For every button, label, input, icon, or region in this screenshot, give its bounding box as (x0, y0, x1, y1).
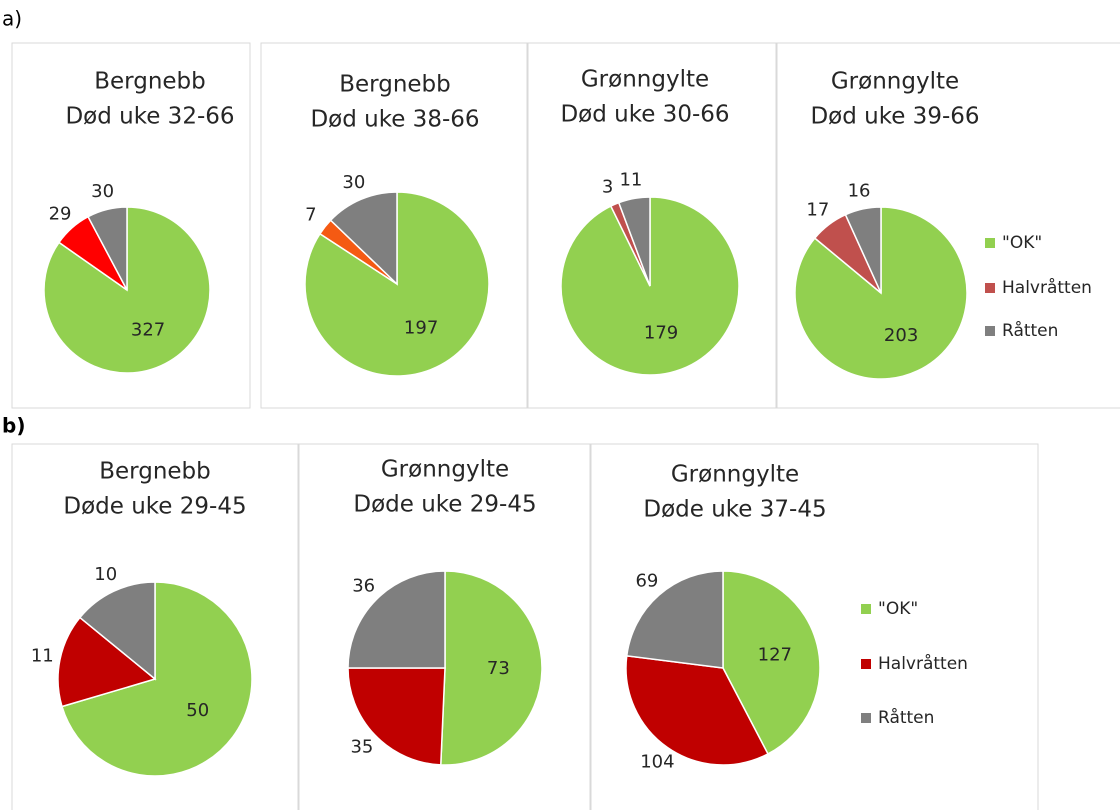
panel-label: b) (2, 414, 25, 438)
legend-label: "OK" (1002, 233, 1042, 253)
pie-slice (625, 655, 769, 766)
legend-label: Halvråtten (1002, 277, 1092, 298)
data-label: 3 (602, 177, 613, 198)
data-label: 30 (342, 172, 365, 193)
data-label: 69 (635, 571, 658, 592)
data-label: 16 (848, 180, 871, 201)
data-label: 11 (31, 645, 54, 666)
chart-title: Død uke 39-66 (810, 104, 979, 130)
legend-swatch (861, 713, 871, 723)
pie-slice (844, 206, 882, 294)
data-label: 29 (49, 203, 72, 224)
pie-slice (794, 206, 968, 380)
data-label: 36 (352, 576, 375, 597)
data-label: 73 (487, 658, 510, 679)
pie-slice (625, 570, 724, 669)
legend-label: Halvråtten (878, 653, 968, 674)
data-label: 327 (131, 319, 165, 340)
legend-label: Råtten (878, 707, 934, 728)
chart-title: Døde uke 29-45 (353, 492, 536, 518)
chart-title: Død uke 38-66 (310, 107, 479, 133)
pie-slice (78, 581, 156, 681)
chart-title: Grønngylte (381, 457, 509, 483)
data-label: 11 (619, 170, 642, 191)
chart-title: Bergnebb (339, 72, 451, 98)
data-label: 30 (91, 181, 114, 202)
panel-label: a) (2, 7, 22, 31)
pie-slice (439, 570, 543, 766)
legend-swatch (985, 283, 995, 293)
chart-title: Grønngylte (831, 69, 959, 95)
legend-swatch (861, 659, 871, 669)
legend-swatch (861, 604, 871, 614)
chart-title: Døde uke 37-45 (643, 497, 826, 523)
legend-swatch (985, 238, 995, 248)
chart-title: Grønngylte (581, 67, 709, 93)
pie-slice (329, 191, 398, 286)
chart-title: Grønngylte (671, 462, 799, 488)
legend-swatch (985, 326, 995, 336)
pie-slice (347, 570, 446, 669)
chart-title: Bergnebb (99, 459, 211, 485)
pie-slice (61, 581, 253, 777)
pie-slice (87, 206, 128, 291)
data-label: 10 (94, 564, 117, 585)
data-label: 17 (806, 199, 829, 220)
data-label: 197 (404, 317, 438, 338)
data-label: 50 (186, 700, 209, 721)
pie-slice (57, 616, 157, 708)
legend-label: Råtten (1002, 320, 1058, 341)
data-label: 7 (305, 205, 316, 226)
chart-title: Død uke 32-66 (65, 104, 234, 130)
chart-title: Død uke 30-66 (560, 102, 729, 128)
data-label: 179 (644, 323, 678, 344)
data-label: 35 (350, 737, 373, 758)
pie-slice (722, 570, 821, 755)
chart-title: Døde uke 29-45 (63, 494, 246, 520)
legend-label: "OK" (878, 599, 918, 619)
data-label: 104 (640, 751, 674, 772)
pie-slice (347, 667, 446, 766)
data-label: 127 (758, 644, 792, 665)
chart-title: Bergnebb (94, 69, 206, 95)
pie-slice (617, 196, 651, 287)
data-label: 203 (884, 325, 918, 346)
